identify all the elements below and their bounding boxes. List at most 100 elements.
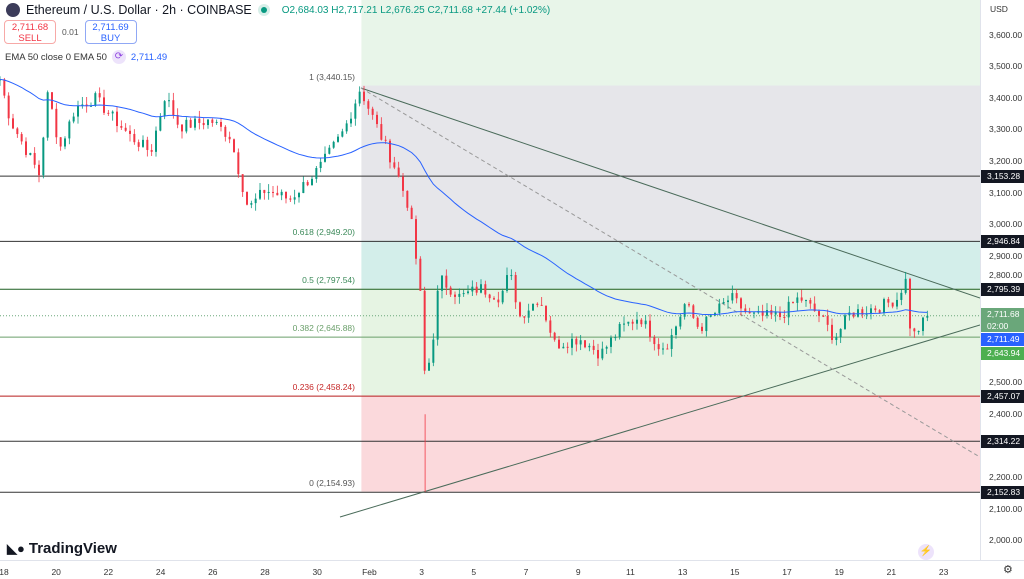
x-tick-label: 17 (782, 567, 792, 577)
candle (623, 323, 625, 325)
candle (38, 164, 40, 176)
time-axis[interactable]: 18 20 22 24 26 28 30 Feb 3 5 7 9 11 13 15 17 19 21 23 (0, 560, 1024, 579)
candle (731, 293, 734, 301)
candle (800, 297, 803, 301)
candle (904, 278, 907, 293)
candle (81, 104, 84, 106)
candle (345, 123, 348, 132)
candle (839, 328, 842, 338)
candle (29, 152, 32, 155)
ema-legend[interactable]: EMA 50 close 0 EMA 50 ⟳ 2,711.49 (5, 50, 167, 64)
candle (575, 338, 578, 345)
candle (488, 294, 491, 299)
x-tick-label: 5 (471, 567, 477, 577)
x-tick-label: 19 (834, 567, 844, 577)
buy-button[interactable]: 2,711.69 BUY (84, 20, 137, 44)
ema-label: EMA 50 close 0 EMA 50 (5, 51, 107, 63)
fib-level-label: 0.236 (2,458.24) (292, 381, 355, 392)
candle (670, 334, 673, 349)
candle (64, 138, 66, 147)
trade-panel: 2,711.68 SELL 0.01 2,711.69 BUY (4, 20, 137, 44)
price-chart[interactable] (0, 0, 980, 560)
candle (688, 304, 690, 306)
candle (237, 152, 240, 175)
price-tag-value: 2,946.84 (987, 236, 1021, 247)
candle (532, 303, 534, 311)
candle (254, 198, 257, 204)
sell-button[interactable]: 2,711.68 SELL (4, 20, 56, 44)
candle (432, 339, 435, 363)
y-tick-label: 2,000.00 (989, 535, 1023, 546)
y-tick-label: 3,200.00 (989, 155, 1023, 166)
candle (124, 127, 127, 131)
candle (337, 136, 339, 142)
settings-gear-icon[interactable]: ⚙ (1003, 564, 1013, 576)
candle (68, 121, 71, 139)
candle (566, 346, 569, 348)
candle (497, 299, 500, 303)
y-tick-label: 3,400.00 (989, 92, 1023, 103)
candle (696, 317, 699, 327)
candle (501, 290, 504, 303)
candle (276, 192, 279, 196)
price-axis[interactable]: 3,600.00 3,500.00 3,400.00 3,300.00 3,200.00… (980, 0, 1024, 560)
x-tick-label: 7 (523, 567, 529, 577)
price-tag: 3,153.28 (981, 170, 1024, 184)
zone-above (361, 0, 980, 86)
candle (779, 312, 781, 317)
candle (679, 316, 682, 327)
fib-level-label: 0.618 (2,949.20) (292, 226, 355, 237)
candle (640, 319, 643, 325)
candle (818, 311, 820, 316)
candle (415, 219, 417, 259)
candle (59, 137, 62, 147)
candle (653, 337, 656, 345)
candle (922, 317, 924, 332)
candle (410, 207, 413, 220)
candle (202, 122, 205, 126)
candle (354, 103, 357, 119)
candle (194, 118, 196, 128)
candle (562, 346, 565, 349)
candle (675, 326, 677, 335)
candle (787, 301, 790, 318)
fib-level-label: 1 (3,440.15) (309, 71, 355, 82)
replay-icon[interactable]: ⚡ (918, 544, 934, 560)
buy-label: BUY (100, 33, 121, 44)
candle (176, 115, 179, 125)
candle (259, 189, 261, 199)
candle (371, 108, 374, 115)
currency-label[interactable]: USD (990, 4, 1008, 14)
candle (657, 344, 660, 350)
symbol-title[interactable]: Ethereum / U.S. Dollar · 2h · COINBASE (26, 3, 252, 17)
candle (722, 302, 725, 304)
price-tag: 2,457.07 (981, 390, 1024, 404)
candle (33, 152, 36, 165)
candle (16, 128, 19, 135)
price-tag: 2,314.22 (981, 435, 1024, 449)
candle (510, 275, 513, 277)
candle (246, 192, 248, 205)
candle (701, 326, 703, 332)
candle (220, 121, 222, 127)
candle (441, 275, 443, 291)
candle (831, 324, 833, 341)
candle (917, 331, 920, 333)
candle (571, 338, 573, 348)
x-tick-label: 13 (677, 567, 688, 577)
candle (896, 299, 898, 307)
fib-level-label: 0.382 (2,645.88) (292, 322, 355, 333)
low-value: L2,676.25 (380, 4, 425, 16)
candle (601, 348, 604, 359)
candle (46, 92, 49, 138)
candle (111, 111, 114, 114)
y-tick-label: 3,000.00 (989, 219, 1023, 230)
candle (319, 161, 322, 169)
candle (727, 300, 729, 303)
candle (553, 332, 556, 340)
candle (133, 133, 136, 143)
candle (380, 124, 383, 140)
candle (462, 293, 465, 295)
candle (545, 305, 547, 321)
candle (163, 101, 166, 117)
